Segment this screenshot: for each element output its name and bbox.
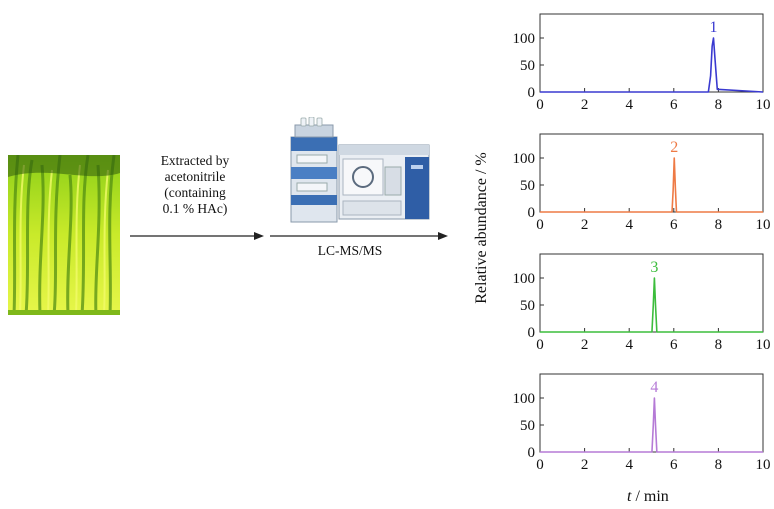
- x-tick-label: 8: [715, 97, 723, 113]
- y-tick-label: 0: [528, 85, 536, 101]
- lc-ms-instrument-image: [277, 116, 437, 227]
- x-tick-label: 0: [536, 217, 544, 233]
- y-tick-label: 50: [520, 58, 535, 74]
- peak-trace-2: [540, 157, 763, 213]
- x-tick-label: 2: [581, 337, 589, 353]
- x-axis-label: t / min: [627, 488, 669, 506]
- x-tick-label: 2: [581, 217, 589, 233]
- x-tick-label: 6: [670, 97, 678, 113]
- extraction-arrow-head: [254, 232, 264, 240]
- x-tick-label: 6: [670, 217, 678, 233]
- x-tick-label: 2: [581, 97, 589, 113]
- analysis-step-label: LC-MS/MS: [317, 243, 383, 258]
- panel-frame: [539, 133, 764, 213]
- x-tick-label: 2: [581, 457, 589, 473]
- x-tick-label: 10: [756, 337, 771, 353]
- extraction-step-label: Extracted by acetonitrile (containing 0.…: [140, 153, 250, 217]
- y-tick-label: 0: [528, 205, 536, 221]
- y-tick-label: 100: [513, 151, 536, 167]
- peak-label-1: 1: [709, 19, 717, 36]
- y-tick-label: 100: [513, 31, 536, 47]
- peak-label-2: 2: [670, 139, 678, 156]
- y-tick-label: 100: [513, 391, 536, 407]
- peak-label-4: 4: [650, 379, 658, 396]
- x-tick-label: 8: [715, 337, 723, 353]
- x-tick-label: 0: [536, 457, 544, 473]
- x-tick-label: 4: [625, 217, 633, 233]
- y-tick-label: 50: [520, 418, 535, 434]
- extraction-line-2: acetonitrile: [164, 169, 226, 184]
- x-tick-label: 10: [756, 97, 771, 113]
- y-tick-label: 100: [513, 271, 536, 287]
- y-axis-label: Relative abundance / %: [473, 152, 490, 304]
- x-tick-label: 4: [625, 337, 633, 353]
- x-tick-label: 8: [715, 217, 723, 233]
- x-tick-label: 4: [625, 97, 633, 113]
- y-tick-label: 50: [520, 178, 535, 194]
- analysis-arrow-head: [438, 232, 448, 240]
- x-tick-label: 0: [536, 97, 544, 113]
- x-tick-label: 6: [670, 337, 678, 353]
- x-tick-label: 10: [756, 457, 771, 473]
- peak-label-3: 3: [650, 259, 658, 276]
- y-tick-label: 50: [520, 298, 535, 314]
- panel-frame: [539, 13, 764, 93]
- x-tick-label: 0: [536, 337, 544, 353]
- extraction-line-1: Extracted by: [160, 153, 230, 168]
- peak-trace-3: [540, 277, 763, 333]
- plant-sample-image: [8, 155, 120, 315]
- y-tick-label: 0: [528, 325, 536, 341]
- x-axis-variable: t: [627, 488, 632, 505]
- extraction-line-4: 0.1 % HAc): [162, 201, 228, 216]
- x-tick-label: 10: [756, 217, 771, 233]
- y-tick-label: 0: [528, 445, 536, 461]
- x-tick-label: 4: [625, 457, 633, 473]
- x-tick-label: 8: [715, 457, 723, 473]
- extraction-line-3: (containing: [164, 185, 226, 200]
- peak-trace-1: [540, 37, 764, 93]
- x-tick-label: 6: [670, 457, 678, 473]
- x-axis-unit: / min: [631, 488, 669, 505]
- peak-trace-4: [540, 397, 763, 453]
